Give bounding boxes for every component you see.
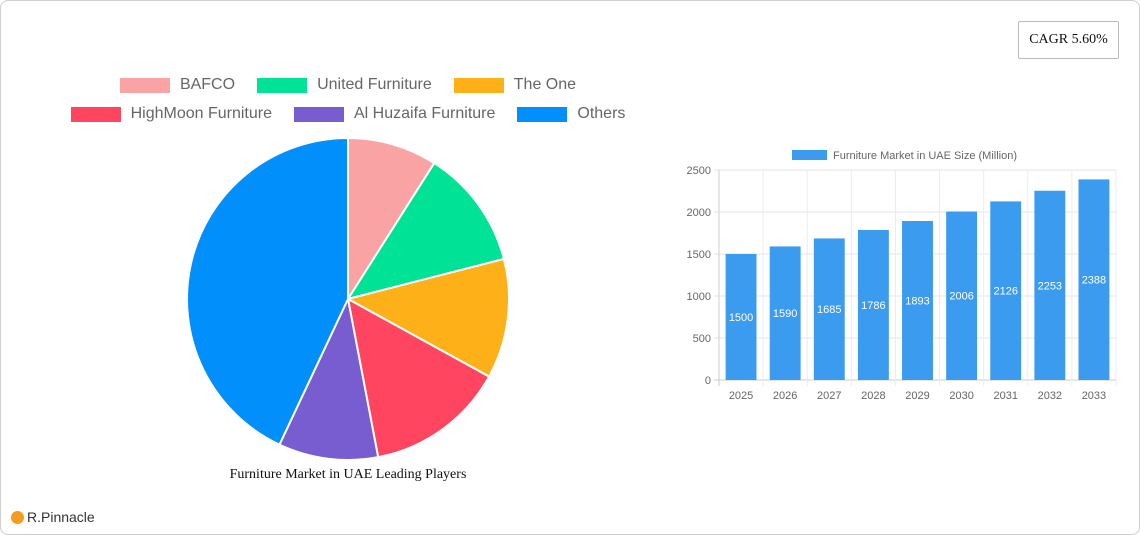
legend-label: BAFCO bbox=[179, 76, 236, 93]
y-tick-label: 0 bbox=[705, 375, 711, 387]
bar-value-label: 1893 bbox=[905, 295, 929, 307]
y-tick-label: 2000 bbox=[687, 207, 711, 219]
bar-value-label: 2006 bbox=[949, 291, 973, 303]
legend-label: HighMoon Furniture bbox=[130, 105, 272, 122]
legend-item[interactable]: HighMoon Furniture bbox=[70, 105, 272, 123]
y-tick-label: 500 bbox=[693, 333, 711, 345]
bar-value-label: 1685 bbox=[817, 304, 841, 316]
pie-slice[interactable] bbox=[345, 161, 506, 301]
x-tick-label: 2033 bbox=[1082, 390, 1106, 402]
bar-value-label: 2126 bbox=[993, 286, 1017, 298]
bar-value-label: 2253 bbox=[1038, 280, 1062, 292]
pie-legend-row-2: HighMoon Furniture Al Huzaifa Furniture Ot… bbox=[40, 105, 656, 123]
legend-swatch bbox=[119, 77, 170, 93]
bar[interactable] bbox=[946, 211, 978, 380]
bar[interactable] bbox=[990, 201, 1022, 380]
x-tick-label: 2025 bbox=[729, 390, 753, 402]
bar[interactable] bbox=[813, 238, 845, 380]
legend-swatch bbox=[294, 106, 344, 122]
bar-legend-label[interactable]: Furniture Market in UAE Size (Million) bbox=[833, 150, 1017, 162]
legend-swatch bbox=[70, 106, 121, 122]
legend-swatch bbox=[517, 106, 568, 122]
cagr-badge: CAGR 5.60% bbox=[1018, 21, 1119, 59]
legend-item[interactable]: United Furniture bbox=[257, 76, 432, 94]
x-tick-label: 2028 bbox=[861, 390, 885, 402]
y-tick-label: 1000 bbox=[687, 291, 711, 303]
legend-swatch bbox=[257, 77, 308, 93]
bar-value-label: 1500 bbox=[729, 312, 753, 324]
pie-title: Furniture Market in UAE Leading Players bbox=[229, 467, 467, 482]
logo-icon bbox=[11, 510, 24, 524]
x-tick-label: 2027 bbox=[817, 390, 841, 402]
pie-legend-row-1: BAFCO United Furniture The One bbox=[40, 76, 656, 94]
bar-value-label: 1590 bbox=[773, 308, 797, 320]
bar[interactable] bbox=[725, 254, 757, 380]
legend-item[interactable]: BAFCO bbox=[119, 76, 236, 94]
x-tick-label: 2031 bbox=[993, 390, 1017, 402]
pie-slice[interactable] bbox=[345, 257, 510, 378]
bar-value-label: 2388 bbox=[1082, 275, 1106, 287]
bar[interactable] bbox=[857, 229, 889, 380]
pie-slice[interactable] bbox=[186, 136, 349, 447]
x-tick-label: 2032 bbox=[1038, 390, 1062, 402]
bar[interactable] bbox=[902, 220, 933, 380]
bar-value-label: 1786 bbox=[861, 300, 885, 312]
bar[interactable] bbox=[1078, 179, 1110, 380]
legend-label: Al Huzaifa Furniture bbox=[354, 105, 496, 122]
legend-item[interactable]: Al Huzaifa Furniture bbox=[294, 105, 495, 123]
legend-item[interactable]: Others bbox=[517, 105, 625, 123]
y-tick-label: 2500 bbox=[687, 165, 711, 177]
legend-swatch bbox=[453, 77, 504, 93]
legend-item[interactable]: The One bbox=[453, 76, 577, 94]
x-tick-label: 2029 bbox=[905, 390, 929, 402]
y-tick-label: 1500 bbox=[687, 249, 711, 261]
bar-legend-swatch bbox=[792, 150, 827, 160]
bar[interactable] bbox=[1034, 190, 1066, 380]
legend-label: United Furniture bbox=[317, 76, 432, 93]
bar[interactable] bbox=[769, 246, 801, 380]
brand-name: R.Pinnacle bbox=[27, 509, 95, 525]
x-tick-label: 2026 bbox=[773, 390, 797, 402]
brand-logo: R.Pinnacle bbox=[11, 509, 95, 525]
pie-slice[interactable] bbox=[346, 297, 491, 459]
x-tick-label: 2030 bbox=[949, 390, 973, 402]
pie-slice[interactable] bbox=[278, 295, 380, 461]
legend-label: Others bbox=[577, 105, 626, 122]
legend-label: The One bbox=[513, 76, 577, 93]
pie-slice[interactable] bbox=[347, 136, 436, 303]
